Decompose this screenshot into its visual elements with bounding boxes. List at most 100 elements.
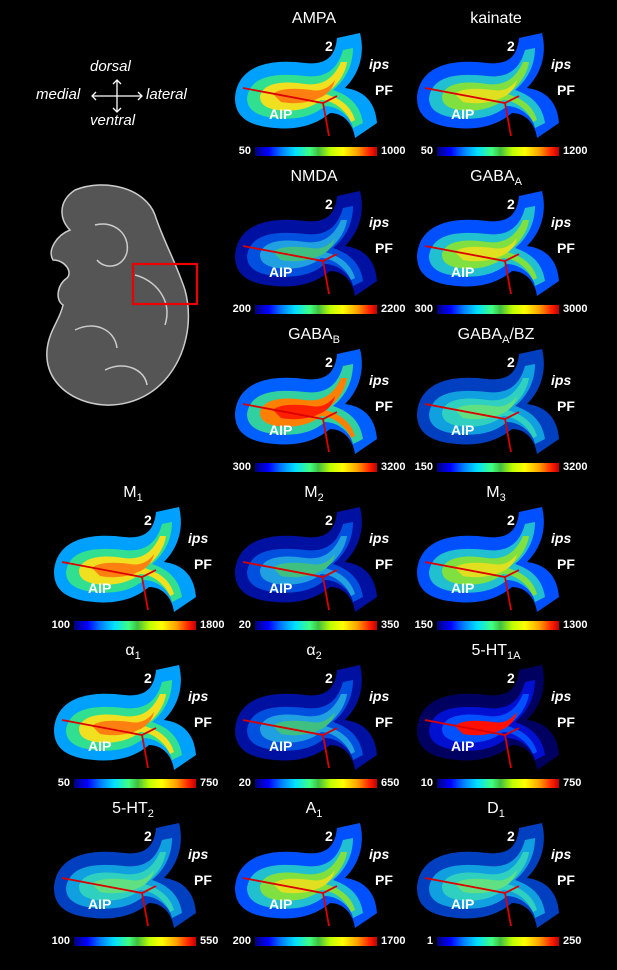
pf-label: PF xyxy=(375,240,393,256)
receptor-panel: GABAB 2 ips PF AIP 300 3200 xyxy=(225,326,406,484)
autoradiograph-image xyxy=(54,507,196,612)
pf-label: PF xyxy=(557,556,575,572)
brain-section-diagram xyxy=(46,184,199,406)
colorbar xyxy=(74,621,196,630)
compass-arrows-icon xyxy=(91,79,143,113)
ips-label: ips xyxy=(188,530,209,546)
panel-title: M1 xyxy=(44,484,222,504)
receptor-panel: GABAA 2 ips PF AIP 300 3000 xyxy=(407,168,588,326)
dorsal-label: dorsal xyxy=(90,58,131,75)
panel-title: GABAB xyxy=(225,326,403,346)
panel-title: kainate xyxy=(407,10,585,30)
ips-label: ips xyxy=(188,846,209,862)
ips-label: ips xyxy=(551,846,572,862)
colorbar-max: 550 xyxy=(200,935,219,947)
colorbar-min: 100 xyxy=(51,619,70,631)
colorbar-max: 3000 xyxy=(563,303,588,315)
colorbar-min: 150 xyxy=(414,461,433,473)
receptor-subscript: 2 xyxy=(315,650,322,663)
colorbar-max: 350 xyxy=(381,619,400,631)
colorbar xyxy=(255,305,377,314)
aip-label: AIP xyxy=(269,580,293,596)
aip-label: AIP xyxy=(451,422,475,438)
colorbar-max: 3200 xyxy=(381,461,406,473)
colorbar-min: 300 xyxy=(232,461,251,473)
autoradiograph-image xyxy=(235,33,377,138)
area-2-label: 2 xyxy=(325,512,333,528)
colorbar-max: 1300 xyxy=(563,619,588,631)
area-2-label: 2 xyxy=(144,670,152,686)
receptor-subscript: 1A xyxy=(507,650,521,663)
pf-label: PF xyxy=(375,872,393,888)
autoradiograph-image xyxy=(235,823,377,928)
ips-label: ips xyxy=(551,688,572,704)
receptor-panel: D1 2 ips PF AIP 1 250 xyxy=(407,800,585,958)
colorbar-max: 250 xyxy=(563,935,582,947)
area-2-label: 2 xyxy=(325,670,333,686)
autoradiograph-image xyxy=(235,349,377,454)
colorbar xyxy=(437,463,559,472)
aip-label: AIP xyxy=(88,580,112,596)
ips-label: ips xyxy=(188,688,209,704)
colorbar-min: 200 xyxy=(232,935,251,947)
colorbar-min: 150 xyxy=(414,619,433,631)
lateral-label: lateral xyxy=(146,86,187,103)
receptor-panel: AMPA 2 ips PF AIP 50 1000 xyxy=(225,10,406,168)
panel-title: M2 xyxy=(225,484,403,504)
receptor-subscript: 1 xyxy=(134,650,141,663)
autoradiograph-image xyxy=(417,823,559,928)
pf-label: PF xyxy=(194,556,212,572)
receptor-name: A xyxy=(305,800,317,817)
aip-label: AIP xyxy=(451,896,475,912)
area-2-label: 2 xyxy=(507,38,515,54)
panel-title: α1 xyxy=(44,642,222,662)
receptor-subscript: 1 xyxy=(136,492,143,505)
autoradiograph-image xyxy=(417,191,559,296)
colorbar-min: 50 xyxy=(57,777,70,789)
panel-title: GABAA xyxy=(407,168,585,188)
pf-label: PF xyxy=(375,82,393,98)
ips-label: ips xyxy=(369,214,390,230)
colorbar xyxy=(437,147,559,156)
receptor-subscript: B xyxy=(332,334,340,347)
area-2-label: 2 xyxy=(325,38,333,54)
ips-label: ips xyxy=(551,214,572,230)
receptor-name: α xyxy=(125,642,135,659)
area-2-label: 2 xyxy=(507,354,515,370)
colorbar-max: 750 xyxy=(563,777,582,789)
area-2-label: 2 xyxy=(507,670,515,686)
aip-label: AIP xyxy=(269,106,293,122)
panel-title: 5-HT1A xyxy=(407,642,585,662)
ventral-label: ventral xyxy=(90,112,136,129)
colorbar-min: 50 xyxy=(238,145,251,157)
colorbar-max: 1000 xyxy=(381,145,406,157)
receptor-panel: kainate 2 ips PF AIP 50 1200 xyxy=(407,10,587,168)
aip-label: AIP xyxy=(269,264,293,280)
receptor-name: kainate xyxy=(470,10,522,27)
colorbar xyxy=(437,305,559,314)
aip-label: AIP xyxy=(451,264,475,280)
ips-label: ips xyxy=(369,56,390,72)
receptor-panel: M1 2 ips PF AIP 100 1800 xyxy=(44,484,225,642)
colorbar-max: 650 xyxy=(381,777,400,789)
colorbar-min: 20 xyxy=(238,777,251,789)
receptor-panel: 5-HT2 2 ips PF AIP 100 550 xyxy=(44,800,222,958)
autoradiograph-image xyxy=(235,507,377,612)
colorbar-max: 3200 xyxy=(563,461,588,473)
panel-title: M3 xyxy=(407,484,585,504)
ips-label: ips xyxy=(551,530,572,546)
colorbar xyxy=(255,621,377,630)
pf-label: PF xyxy=(557,398,575,414)
colorbar-min: 200 xyxy=(232,303,251,315)
panel-title: AMPA xyxy=(225,10,403,30)
colorbar xyxy=(255,463,377,472)
autoradiograph-image xyxy=(235,665,377,770)
receptor-name: GABA xyxy=(288,326,333,343)
receptor-name: α xyxy=(306,642,316,659)
colorbar-min: 300 xyxy=(414,303,433,315)
receptor-panel: 5-HT1A 2 ips PF AIP 10 750 xyxy=(407,642,585,800)
receptor-panel: A1 2 ips PF AIP 200 1700 xyxy=(225,800,406,958)
autoradiograph-image xyxy=(417,33,559,138)
receptor-name: M xyxy=(304,484,318,501)
colorbar-max: 2200 xyxy=(381,303,406,315)
